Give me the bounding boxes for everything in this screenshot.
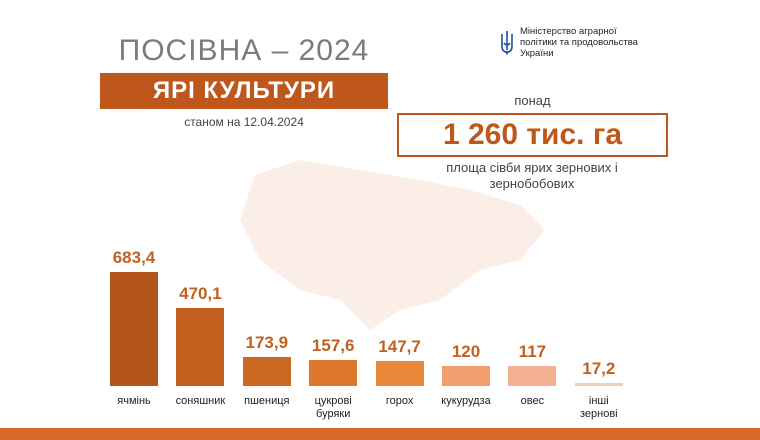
value-label: 173,9 bbox=[245, 332, 289, 352]
value-label: 17,2 bbox=[582, 359, 616, 379]
bar bbox=[110, 272, 158, 386]
category-label: інші зернові bbox=[579, 395, 618, 420]
bar-chart: 683,4 ячмінь 470,1 соняшник 173,9 пшениця 157,… bbox=[110, 248, 623, 420]
title: ПОСІВНА – 2024 bbox=[118, 34, 370, 67]
category-label: цукрові буряки bbox=[314, 395, 352, 420]
value-label: 147,7 bbox=[378, 337, 421, 357]
total-prefix: понад bbox=[514, 93, 551, 108]
bar bbox=[508, 366, 557, 386]
total-note: площа сівби ярих зернових і зернобобових bbox=[446, 160, 618, 191]
value-label: 157,6 bbox=[311, 335, 355, 355]
trident-logo bbox=[501, 31, 513, 55]
value-label: 470,1 bbox=[179, 283, 222, 303]
value-label: 117 bbox=[518, 342, 547, 362]
category-label: овес bbox=[520, 395, 545, 407]
bar bbox=[309, 359, 358, 386]
bar bbox=[375, 361, 424, 386]
category-label: соняшник bbox=[175, 395, 226, 407]
bottom-stripe bbox=[0, 428, 760, 440]
banner: ЯРІ КУЛЬТУРИ bbox=[100, 73, 388, 109]
total-value: 1 260 тис. га bbox=[397, 113, 668, 157]
category-label: кукурудза bbox=[441, 395, 491, 407]
bar bbox=[176, 307, 225, 386]
ministry-name: Міністерство аграрної політики та продов… bbox=[520, 26, 638, 59]
category-label: пшениця bbox=[244, 395, 290, 407]
bar bbox=[574, 383, 623, 386]
map-shape bbox=[240, 160, 545, 330]
bar bbox=[442, 365, 490, 386]
category-label: горох bbox=[385, 395, 414, 407]
value-label: 120 bbox=[451, 341, 481, 361]
category-label: ячмінь bbox=[117, 395, 151, 407]
bar bbox=[242, 356, 291, 386]
value-label: 683,4 bbox=[112, 248, 156, 267]
date-note: станом на 12.04.2024 bbox=[184, 115, 304, 129]
